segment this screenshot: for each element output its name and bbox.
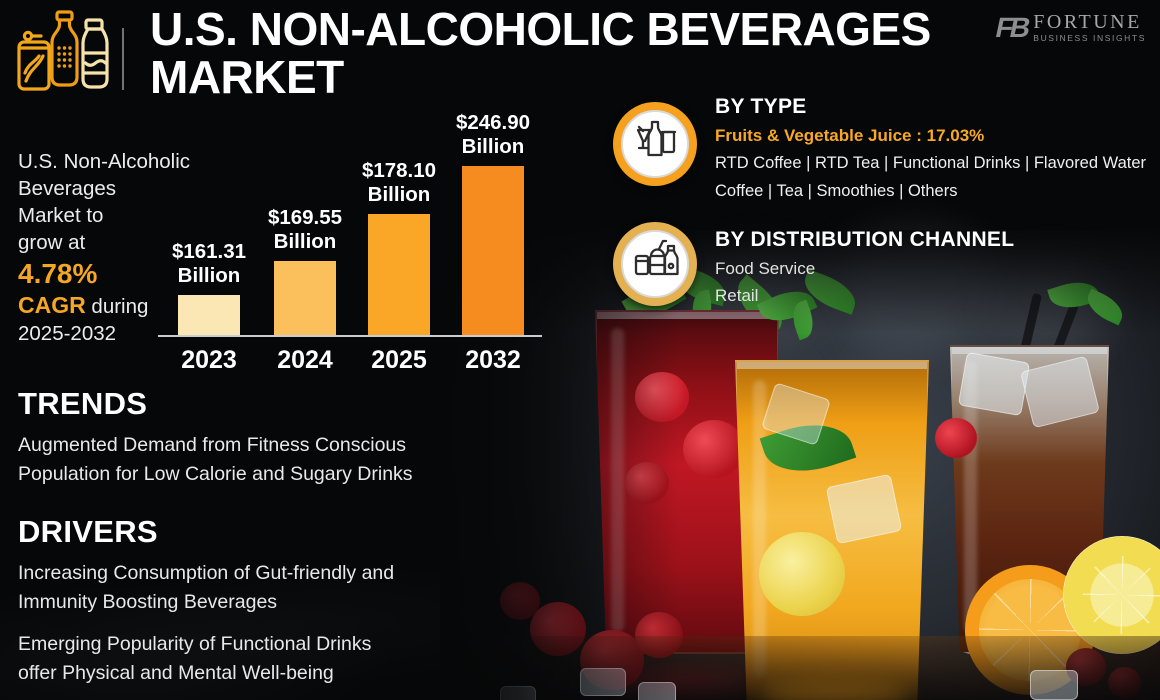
summary-line: grow at (18, 231, 86, 254)
by-distribution-heading: BY DISTRIBUTION CHANNEL (715, 228, 1015, 251)
bar-fill (368, 214, 430, 335)
trends-section: TRENDS Augmented Demand from Fitness Con… (18, 386, 438, 489)
cagr-value: 4.78% (18, 258, 98, 289)
drivers-heading: DRIVERS (18, 514, 158, 549)
brand-text: FORTUNE BUSINESS INSIGHTS (1033, 12, 1146, 43)
chart-plot-area: $161.31 Billion 2023 $169.55 Billion 2024 … (158, 106, 542, 374)
page-title-line2: MARKET (150, 51, 344, 103)
bar-year: 2024 (277, 346, 333, 374)
by-distribution-icon (613, 222, 697, 306)
bar-value-line: Billion (367, 183, 431, 206)
wet-surface-decor (0, 570, 440, 700)
bar-value-label: $178.10 Billion (324, 159, 474, 207)
bar-value-line: Billion (461, 135, 525, 158)
page-title-line1: U.S. NON-ALCOHOLIC BEVERAGES (150, 3, 931, 55)
summary-line: Beverages (18, 177, 117, 200)
bar-fill (274, 261, 336, 335)
summary-line: Market to (18, 204, 104, 227)
photo-fade-top (430, 230, 1160, 700)
brand-name: FORTUNE (1033, 11, 1142, 33)
bar-value-line: $178.10 (361, 159, 437, 182)
summary-line: U.S. Non-Alcoholic (18, 150, 191, 173)
chart-bar-group: $161.31 Billion 2023 (172, 240, 246, 374)
drivers-item: Emerging Popularity of Functional Drinks… (18, 633, 372, 684)
forecast-period: 2025-2032 (18, 322, 117, 345)
trends-heading: TRENDS (18, 386, 148, 421)
cagr-line: CAGR during (18, 292, 208, 320)
bar-value-line: $169.55 (267, 206, 343, 229)
distribution-item: Retail (715, 286, 759, 305)
by-distribution-section: BY DISTRIBUTION CHANNEL Food Service Ret… (715, 228, 1014, 306)
brand-mark-icon: FB (992, 11, 1031, 43)
distribution-item: Food Service (715, 259, 816, 278)
bar-value-line: Billion (273, 230, 337, 253)
drivers-section: DRIVERS Increasing Consumption of Gut-fr… (18, 514, 410, 688)
bar-year: 2023 (181, 346, 237, 374)
bar-value-label: $161.31 Billion (134, 240, 284, 288)
beverage-containers-icon (17, 10, 109, 91)
chart-bar-group: $178.10 Billion 2025 (362, 159, 436, 374)
bar-year: 2025 (371, 346, 427, 374)
by-type-highlight: Fruits & Vegetable Juice : 17.03% (715, 126, 985, 145)
market-size-bar-chart: $161.31 Billion 2023 $169.55 Billion 2024 … (158, 106, 542, 374)
by-type-items-line1: RTD Coffee | RTD Tea | Functional Drinks… (715, 154, 1147, 172)
by-type-items-line2: Coffee | Tea | Smoothies | Others (715, 182, 958, 200)
brand-tagline: BUSINESS INSIGHTS (1033, 33, 1146, 43)
brand-logo: FB FORTUNE BUSINESS INSIGHTS (992, 11, 1146, 44)
by-type-section: BY TYPE Fruits & Vegetable Juice : 17.03… (715, 95, 1146, 201)
header-divider (122, 28, 124, 90)
by-type-icon (613, 102, 697, 186)
cagr-label: CAGR (18, 292, 86, 318)
x-axis-line (158, 335, 542, 337)
bar-value-line: $161.31 (171, 240, 247, 263)
bar-fill (178, 295, 240, 335)
page-title: U.S. NON-ALCOHOLIC BEVERAGES MARKET (150, 5, 931, 101)
drinks-and-bottle-glyph (636, 120, 677, 157)
chart-bar-group: $169.55 Billion 2024 (268, 206, 342, 374)
beverage-photo (430, 225, 1160, 700)
market-summary: U.S. Non-Alcoholic Beverages Market to g… (18, 148, 208, 347)
by-type-heading: BY TYPE (715, 95, 807, 118)
drivers-item: Increasing Consumption of Gut-friendly a… (18, 562, 395, 613)
bar-value-label: $246.90 Billion (418, 111, 568, 159)
bar-fill (462, 166, 524, 335)
bar-value-line: $246.90 (455, 111, 531, 134)
trends-body: Augmented Demand from Fitness Conscious … (18, 434, 413, 485)
bar-value-label: $169.55 Billion (230, 206, 380, 254)
takeaway-drinks-glyph (634, 239, 679, 276)
bar-value-line: Billion (177, 264, 241, 287)
chart-bar-group: $246.90 Billion 2032 (456, 111, 530, 374)
cagr-suffix: during (85, 295, 149, 318)
bar-year: 2032 (465, 346, 521, 374)
